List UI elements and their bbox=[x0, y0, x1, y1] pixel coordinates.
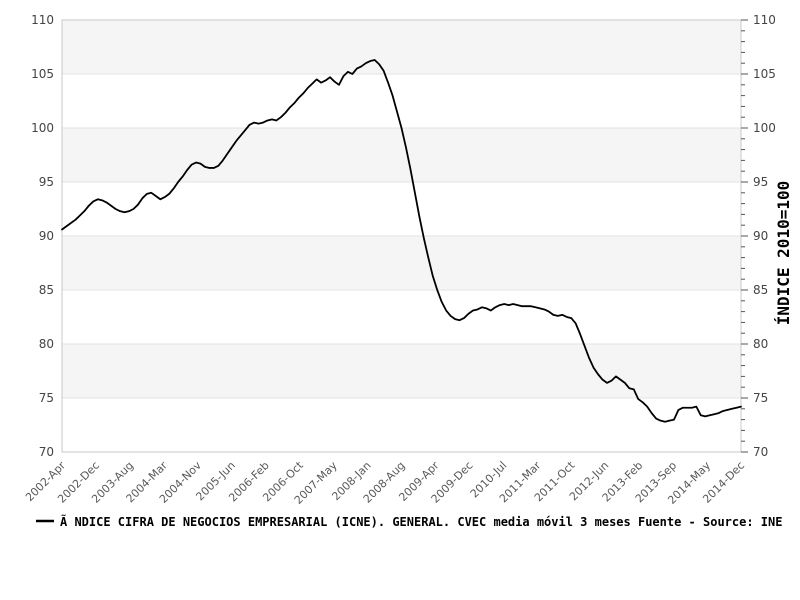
y-axis-label-right: 70 bbox=[753, 445, 768, 459]
y-axis-label-left: 85 bbox=[39, 283, 54, 297]
x-axis-labels: 2002-Apr2002-Dec2003-Aug2004-Mar2004-Nov… bbox=[23, 458, 747, 506]
y-axis-label-left: 70 bbox=[39, 445, 54, 459]
y-axis-label-left: 75 bbox=[39, 391, 54, 405]
y-axis-label-left: 80 bbox=[39, 337, 54, 351]
y-axis-label-right: 80 bbox=[753, 337, 768, 351]
y-axis-label-right: 105 bbox=[753, 67, 776, 81]
grid-band bbox=[62, 128, 741, 182]
grid-band bbox=[62, 20, 741, 74]
grid-band bbox=[62, 236, 741, 290]
right-axis-title: ÍNDICE 2010=100 bbox=[774, 181, 793, 326]
data-line-icne bbox=[61, 59, 742, 423]
y-axis-label-left: 100 bbox=[31, 121, 54, 135]
y-axis-label-right: 85 bbox=[753, 283, 768, 297]
legend-label: Ã NDICE CIFRA DE NEGOCIOS EMPRESARIAL (I… bbox=[60, 514, 782, 529]
plot-bands bbox=[62, 20, 741, 398]
y-axis-label-right: 75 bbox=[753, 391, 768, 405]
legend: Ã NDICE CIFRA DE NEGOCIOS EMPRESARIAL (I… bbox=[36, 514, 782, 529]
y-axis-label-right: 90 bbox=[753, 229, 768, 243]
y-axis-label-right: 95 bbox=[753, 175, 768, 189]
y-axis-label-left: 110 bbox=[31, 13, 54, 27]
y-axis-label-left: 105 bbox=[31, 67, 54, 81]
grid-band bbox=[62, 344, 741, 398]
y-axis-label-right: 110 bbox=[753, 13, 776, 27]
right-axis-tick-marks bbox=[741, 19, 748, 453]
right-axis-labels: 70 75 80 85 90 95 100 105 110 bbox=[753, 13, 776, 459]
left-axis-labels: 70 75 80 85 90 95 100 105 110 bbox=[31, 13, 54, 459]
y-axis-label-left: 90 bbox=[39, 229, 54, 243]
y-axis-label-left: 95 bbox=[39, 175, 54, 189]
y-axis-label-right: 100 bbox=[753, 121, 776, 135]
